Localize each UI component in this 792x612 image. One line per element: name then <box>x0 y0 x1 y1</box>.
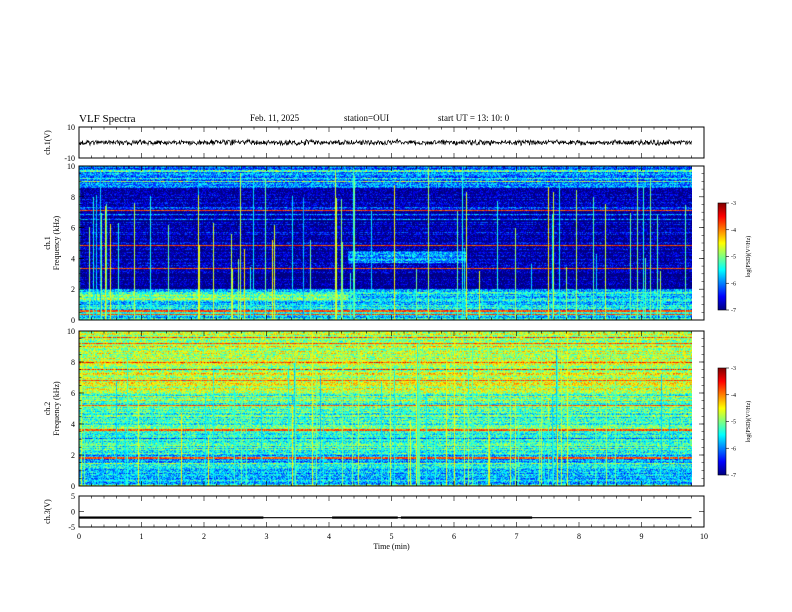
x-tick-label: 10 <box>700 532 708 541</box>
x-tick-label: 1 <box>140 532 144 541</box>
ch1-colorbar-tick-label: -4 <box>731 228 736 234</box>
ch3-waveform-tick-label: 5 <box>71 492 75 501</box>
ch2-colorbar <box>717 367 727 476</box>
plot-title: VLF Spectra <box>79 113 136 125</box>
x-tick-label: 5 <box>390 532 394 541</box>
start-time-label: start UT = 13: 10: 0 <box>438 113 510 123</box>
ch3-waveform-ylabel: ch.3(V) <box>43 499 52 524</box>
ch2-colorbar-tick-label: -4 <box>731 393 736 399</box>
ch1-colorbar-tick-label: -5 <box>731 255 736 261</box>
x-tick-label: 3 <box>265 532 269 541</box>
ch2-spectrogram-ylabel: ch.2 <box>43 402 52 416</box>
ch2-colorbar-tick-label: -3 <box>731 366 736 372</box>
ch2-colorbar-label: log(PSD)(V²/Hz) <box>745 401 752 442</box>
ch2-spectrogram-image <box>79 331 692 486</box>
ch1-spectrogram-image <box>79 166 692 320</box>
ch2-spectrogram-tick-label: 8 <box>71 358 75 367</box>
ch1-waveform-trace <box>78 138 692 147</box>
x-tick-label: 2 <box>202 532 206 541</box>
ch2-colorbar-tick-label: -6 <box>731 446 736 452</box>
observation-date: Feb. 11, 2025 <box>250 113 300 123</box>
x-tick-label: 7 <box>515 532 519 541</box>
ch1-colorbar-tick-label: -6 <box>731 281 736 287</box>
ch3-high-segment <box>400 516 533 519</box>
ch1-spectrogram-ylabel: Frequency (kHz) <box>52 215 61 270</box>
ch2-spectrogram-ylabel: Frequency (kHz) <box>52 381 61 436</box>
ch2-spectrogram-tick-label: 4 <box>71 420 75 429</box>
station-label: station=OUI <box>344 113 390 123</box>
ch2-spectrogram-tick-label: 2 <box>71 451 75 460</box>
ch1-spectrogram-tick-label: 8 <box>71 193 75 202</box>
ch3-high-segment <box>79 516 264 519</box>
ch1-spectrogram-tick-label: 2 <box>71 285 75 294</box>
ch1-waveform-ylabel: ch.1(V) <box>43 130 52 155</box>
ch1-spectrogram-tick-label: 6 <box>71 224 75 233</box>
ch1-colorbar-label: log(PSD)(V²/Hz) <box>745 236 752 277</box>
x-tick-label: 6 <box>452 532 456 541</box>
ch2-spectrogram-tick-label: 6 <box>71 389 75 398</box>
ch1-spectrogram-tick-label: 10 <box>67 162 75 171</box>
ch2-colorbar-tick-label: -7 <box>731 473 736 479</box>
ch1-colorbar-tick-label: -7 <box>731 308 736 314</box>
x-axis-label: Time (min) <box>373 542 410 551</box>
x-tick-label: 9 <box>640 532 644 541</box>
ch1-waveform-tick-label: 10 <box>67 123 75 132</box>
ch3-waveform-tick-label: -5 <box>68 523 75 532</box>
ch2-colorbar-tick-label: -5 <box>731 420 736 426</box>
ch1-spectrogram-tick-label: 4 <box>71 254 75 263</box>
ch1-spectrogram-tick-label: 0 <box>71 316 75 325</box>
x-tick-label: 0 <box>77 532 81 541</box>
ch1-waveform-tick-label: -10 <box>64 154 75 163</box>
ch2-spectrogram-tick-label: 10 <box>67 327 75 336</box>
x-tick-label: 4 <box>327 532 331 541</box>
ch3-high-segment <box>332 516 398 519</box>
x-tick-label: 8 <box>577 532 581 541</box>
ch1-spectrogram-ylabel: ch.1 <box>43 236 52 250</box>
ch2-spectrogram-tick-label: 0 <box>71 482 75 491</box>
ch1-colorbar-tick-label: -3 <box>731 201 736 207</box>
ch1-colorbar <box>717 202 727 311</box>
ch3-waveform-tick-label: 0 <box>71 508 75 517</box>
